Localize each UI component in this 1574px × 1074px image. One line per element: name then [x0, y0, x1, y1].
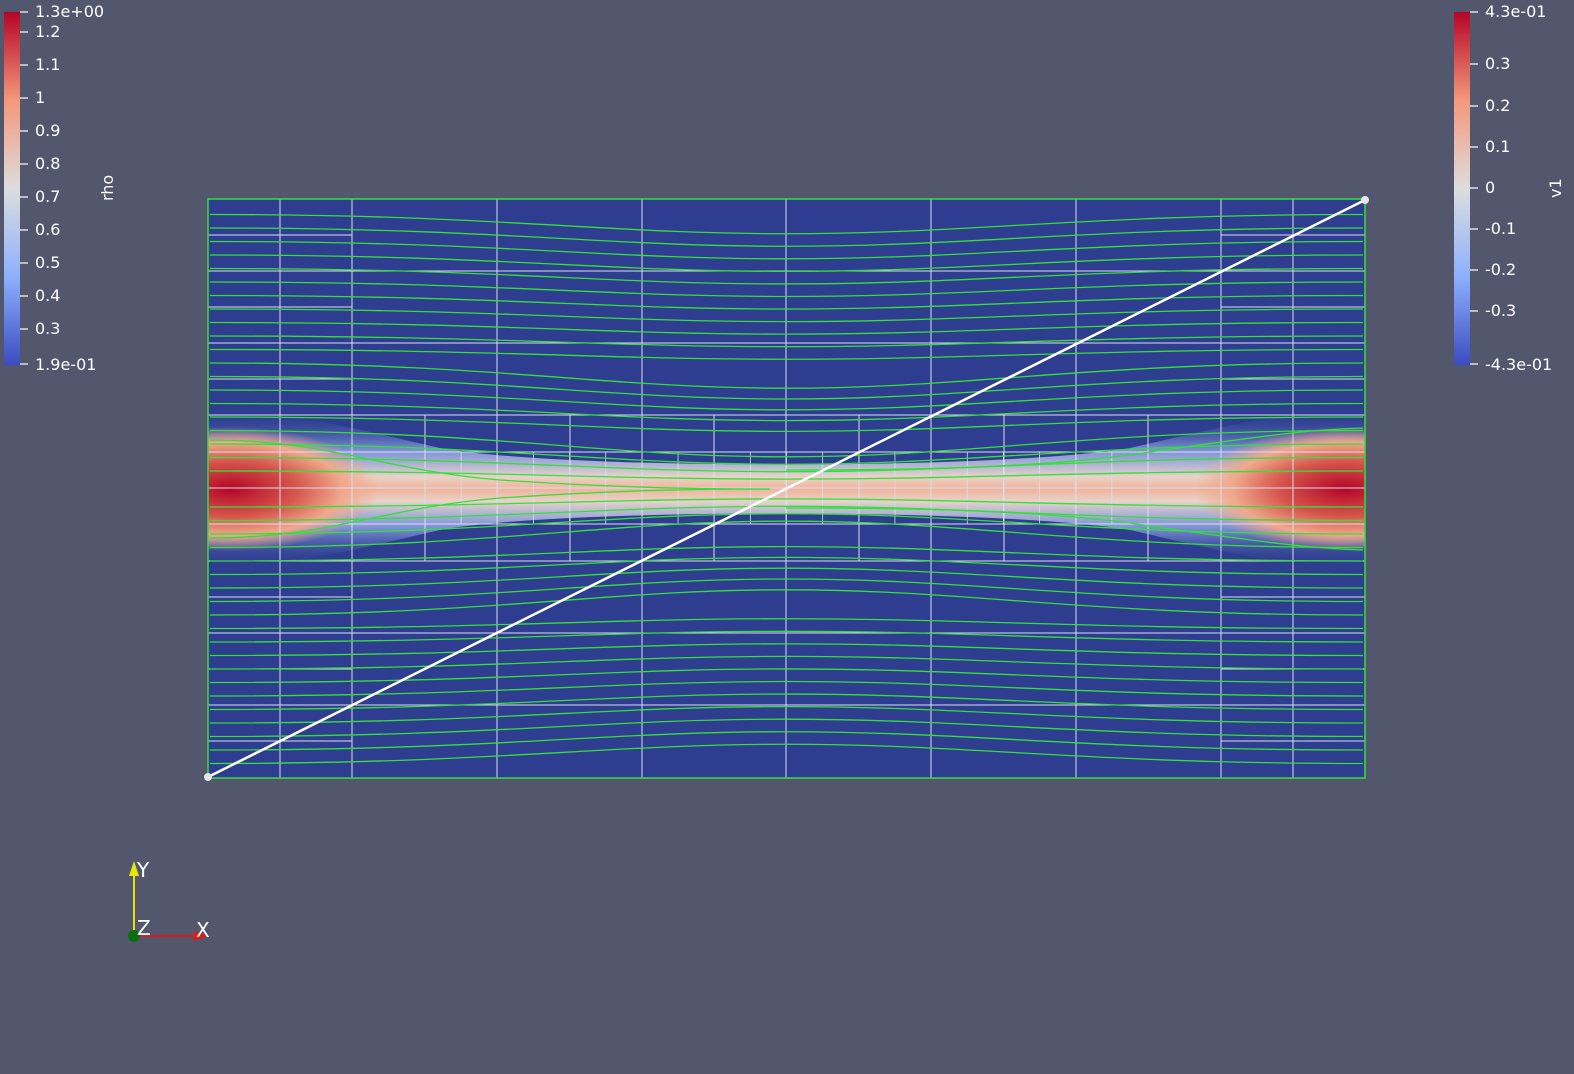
z-axis-label: Z	[137, 916, 151, 940]
streamline	[209, 693, 1364, 711]
streamline	[209, 227, 1364, 247]
streamline	[209, 680, 1364, 697]
streamline	[209, 520, 1364, 549]
streamline	[209, 294, 1364, 310]
streamline	[209, 429, 1364, 458]
streamline	[209, 375, 1364, 400]
streamline	[209, 348, 1364, 360]
streamline	[209, 668, 1364, 684]
streamline	[209, 578, 1364, 603]
rho-min-label: 1.9e-01	[35, 355, 97, 374]
streamline	[209, 416, 1364, 433]
rho-tick-label: 0.4	[35, 286, 61, 305]
streamline	[209, 589, 1364, 616]
v1-tick-label: -0.1	[1485, 219, 1517, 238]
v1-tick-label: 0	[1485, 178, 1496, 197]
v1-max-label: 4.3e-01	[1485, 2, 1547, 21]
streamline	[209, 254, 1364, 273]
streamline	[209, 402, 1364, 422]
streamline	[209, 743, 1364, 765]
streamline	[209, 556, 1364, 576]
y-axis-arrowhead	[129, 861, 139, 876]
streamline	[209, 567, 1364, 589]
streamline	[209, 267, 1364, 285]
v1-title: v1	[1546, 178, 1565, 198]
probe-handle-end[interactable]	[1361, 196, 1369, 204]
streamline	[209, 718, 1364, 738]
streamline	[209, 731, 1364, 751]
streamline	[209, 618, 1364, 630]
rho-tick-label: 0.7	[35, 187, 61, 206]
colorbar-ticks	[20, 11, 1478, 365]
streamline	[209, 439, 771, 490]
streamline	[209, 545, 1364, 562]
rho-tick-label: 1.1	[35, 55, 61, 74]
rho-tick-label: 0.8	[35, 154, 61, 173]
streamline	[209, 705, 1364, 724]
streamline	[209, 513, 1364, 535]
streamlines	[209, 213, 1364, 765]
streamline	[209, 281, 1364, 298]
streamline	[209, 213, 1364, 235]
streamline	[209, 321, 1364, 335]
rho-tick-label: 0.3	[35, 319, 61, 338]
v1-tick-label: -0.2	[1485, 260, 1517, 279]
rho-tick-label: 0.5	[35, 253, 61, 272]
streamline	[209, 488, 771, 539]
v1-tick-label: 0.2	[1485, 96, 1511, 115]
streamline	[209, 443, 1364, 465]
v1-colorbar[interactable]	[1454, 12, 1470, 365]
rho-tick-label: 0.9	[35, 121, 61, 140]
streamline	[209, 240, 1364, 260]
streamline	[209, 655, 1364, 670]
y-axis-label: Y	[137, 858, 150, 882]
rho-tick-label: 0.6	[35, 220, 61, 239]
streamline	[209, 362, 1364, 389]
streamline	[209, 505, 1364, 522]
v1-min-label: -4.3e-01	[1485, 355, 1553, 374]
rho-tick-label: 1	[35, 88, 46, 107]
orientation-axes[interactable]	[128, 861, 209, 942]
v1-tick-label: 0.1	[1485, 137, 1511, 156]
z-axis-dot	[128, 930, 140, 942]
rho-max-label: 1.3e+00	[35, 2, 105, 21]
rho-tick-label: 1.2	[35, 22, 61, 41]
streamline	[209, 643, 1364, 657]
streamline	[209, 389, 1364, 411]
v1-tick-label: -0.3	[1485, 301, 1517, 320]
x-axis-arrowhead	[194, 931, 209, 941]
x-axis-label: X	[196, 918, 210, 942]
rho-colorbar[interactable]	[4, 12, 20, 365]
rho-title: rho	[98, 174, 117, 201]
streamline	[209, 308, 1364, 323]
streamline	[209, 630, 1364, 643]
streamline	[209, 456, 1364, 473]
streamline	[785, 507, 1364, 551]
probe-handle-start[interactable]	[204, 773, 212, 781]
v1-tick-label: 0.3	[1485, 54, 1511, 73]
probe-line[interactable]	[207, 198, 1366, 779]
domain-outline	[207, 198, 1366, 779]
streamline	[209, 335, 1364, 348]
streamline	[785, 427, 1364, 471]
